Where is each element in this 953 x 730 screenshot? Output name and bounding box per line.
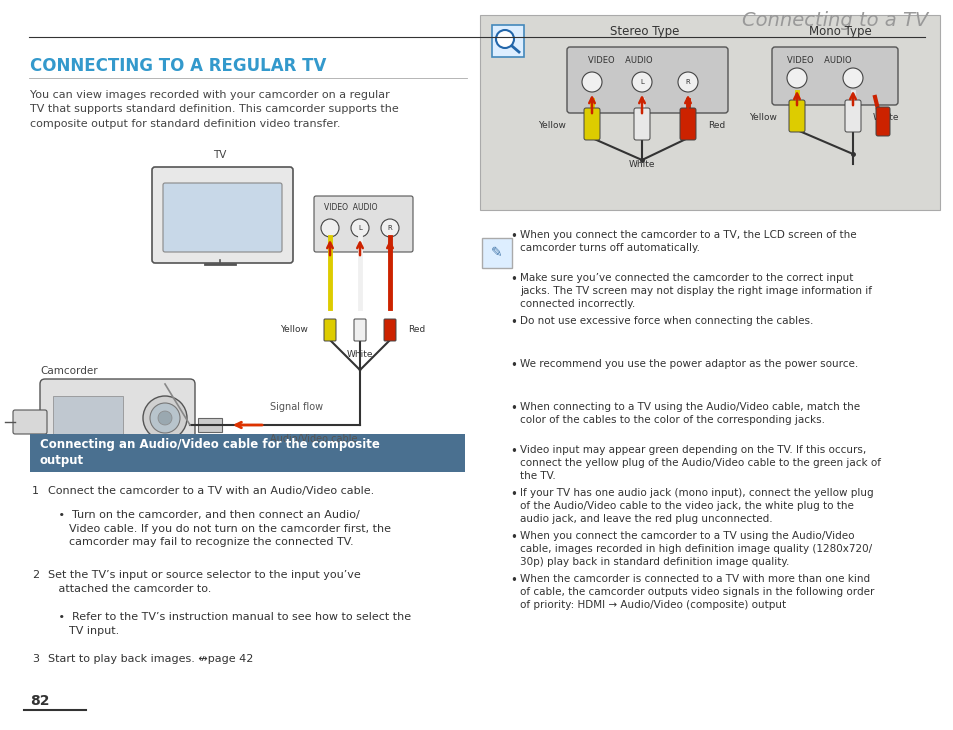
Circle shape	[631, 72, 651, 92]
Circle shape	[320, 219, 338, 237]
Circle shape	[786, 68, 806, 88]
Text: Yellow: Yellow	[537, 120, 565, 129]
FancyBboxPatch shape	[324, 319, 335, 341]
Text: Video input may appear green depending on the TV. If this occurs,
connect the ye: Video input may appear green depending o…	[519, 445, 880, 480]
Circle shape	[496, 30, 514, 48]
Text: 1: 1	[32, 486, 39, 496]
Text: Camcorder: Camcorder	[40, 366, 97, 376]
Text: CONNECTING TO A REGULAR TV: CONNECTING TO A REGULAR TV	[30, 57, 326, 75]
Bar	[492, 25, 523, 57]
FancyBboxPatch shape	[875, 107, 889, 136]
FancyBboxPatch shape	[13, 410, 47, 434]
Text: •: •	[510, 445, 517, 458]
Text: When the camcorder is connected to a TV with more than one kind
of cable, the ca: When the camcorder is connected to a TV …	[519, 574, 874, 610]
Bar	[481, 238, 512, 268]
Text: Red: Red	[707, 120, 724, 129]
FancyBboxPatch shape	[314, 196, 413, 252]
Text: •: •	[510, 273, 517, 286]
Text: When you connect the camcorder to a TV using the Audio/Video
cable, images recor: When you connect the camcorder to a TV u…	[519, 531, 871, 566]
Circle shape	[380, 219, 398, 237]
Text: Signal flow: Signal flow	[270, 402, 323, 412]
Text: •: •	[510, 488, 517, 501]
FancyBboxPatch shape	[163, 183, 282, 252]
Text: R: R	[387, 225, 392, 231]
Text: TV: TV	[213, 150, 227, 160]
Text: L: L	[639, 79, 643, 85]
Text: VIDEO    AUDIO: VIDEO AUDIO	[587, 56, 652, 65]
Text: Yellow: Yellow	[748, 112, 776, 121]
Text: Connect the camcorder to a TV with an Audio/Video cable.: Connect the camcorder to a TV with an Au…	[48, 486, 374, 496]
FancyBboxPatch shape	[354, 319, 366, 341]
Text: ✎: ✎	[491, 246, 502, 260]
Circle shape	[158, 411, 172, 425]
Text: •  Refer to the TV’s instruction manual to see how to select the
      TV input.: • Refer to the TV’s instruction manual t…	[48, 612, 411, 636]
Text: L: L	[357, 225, 361, 231]
Text: We recommend you use the power adaptor as the power source.: We recommend you use the power adaptor a…	[519, 359, 858, 369]
FancyBboxPatch shape	[40, 379, 194, 457]
FancyBboxPatch shape	[788, 100, 804, 132]
Text: Yellow: Yellow	[280, 326, 308, 334]
FancyBboxPatch shape	[384, 319, 395, 341]
Bar	[198, 418, 222, 432]
Text: •: •	[510, 574, 517, 587]
Circle shape	[581, 72, 601, 92]
FancyBboxPatch shape	[844, 100, 861, 132]
FancyBboxPatch shape	[634, 108, 649, 140]
Bar	[479, 15, 939, 210]
Text: •  Turn on the camcorder, and then connect an Audio/
      Video cable. If you d: • Turn on the camcorder, and then connec…	[48, 510, 391, 548]
Text: 3: 3	[32, 654, 39, 664]
Text: When you connect the camcorder to a TV, the LCD screen of the
camcorder turns of: When you connect the camcorder to a TV, …	[519, 230, 856, 253]
Circle shape	[678, 72, 698, 92]
FancyBboxPatch shape	[152, 167, 293, 263]
Text: R: R	[685, 79, 690, 85]
Circle shape	[150, 403, 180, 433]
Circle shape	[351, 219, 369, 237]
FancyBboxPatch shape	[679, 108, 696, 140]
Text: White: White	[628, 160, 655, 169]
Text: White: White	[872, 112, 899, 121]
Text: If your TV has one audio jack (mono input), connect the yellow plug
of the Audio: If your TV has one audio jack (mono inpu…	[519, 488, 873, 523]
Text: 82: 82	[30, 694, 50, 708]
Text: •: •	[510, 402, 517, 415]
Text: Red: Red	[408, 326, 425, 334]
Text: Mono Type: Mono Type	[808, 25, 870, 38]
Text: Start to play back images. ↮page 42: Start to play back images. ↮page 42	[48, 654, 253, 664]
Text: VIDEO  AUDIO: VIDEO AUDIO	[324, 203, 377, 212]
Text: When connecting to a TV using the Audio/Video cable, match the
color of the cabl: When connecting to a TV using the Audio/…	[519, 402, 860, 425]
Text: •: •	[510, 316, 517, 329]
Bar	[53, 396, 123, 440]
Text: •: •	[510, 359, 517, 372]
FancyBboxPatch shape	[583, 108, 599, 140]
Text: Set the TV’s input or source selector to the input you’ve
   attached the camcor: Set the TV’s input or source selector to…	[48, 570, 360, 593]
Bar	[30, 434, 464, 472]
Text: 2: 2	[32, 570, 39, 580]
Circle shape	[842, 68, 862, 88]
FancyBboxPatch shape	[566, 47, 727, 113]
Text: Connecting an Audio/Video cable for the composite
output: Connecting an Audio/Video cable for the …	[40, 439, 379, 467]
FancyBboxPatch shape	[771, 47, 897, 105]
Text: Audio/Video cable: Audio/Video cable	[270, 434, 357, 444]
Text: White: White	[346, 350, 373, 359]
Text: •: •	[510, 230, 517, 243]
Circle shape	[143, 396, 187, 440]
Text: Do not use excessive force when connecting the cables.: Do not use excessive force when connecti…	[519, 316, 813, 326]
Text: You can view images recorded with your camcorder on a regular
TV that supports s: You can view images recorded with your c…	[30, 90, 398, 128]
Text: Make sure you’ve connected the camcorder to the correct input
jacks. The TV scre: Make sure you’ve connected the camcorder…	[519, 273, 871, 309]
Text: Stereo Type: Stereo Type	[610, 25, 679, 38]
Text: Connecting to a TV: Connecting to a TV	[741, 11, 927, 30]
Text: VIDEO    AUDIO: VIDEO AUDIO	[786, 56, 851, 65]
Text: •: •	[510, 531, 517, 544]
